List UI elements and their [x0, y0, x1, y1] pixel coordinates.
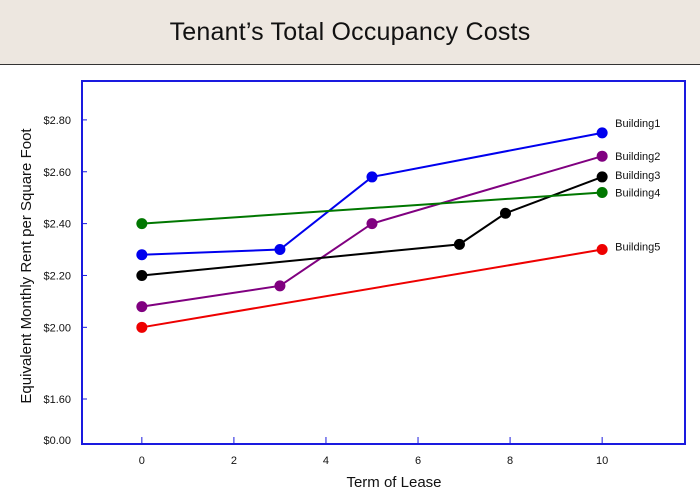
- data-point: [366, 171, 378, 183]
- series-building1: Building1: [136, 118, 660, 261]
- x-tick-label: 0: [139, 455, 145, 467]
- series-label: Building5: [615, 242, 660, 254]
- data-point: [136, 218, 148, 230]
- series-line: [141, 248, 603, 329]
- data-point: [274, 244, 286, 256]
- series-building3: Building3: [136, 170, 660, 281]
- data-point: [453, 238, 465, 250]
- y-tick-label: $2.60: [43, 167, 71, 179]
- data-point: [596, 171, 608, 183]
- y-tick-label: $2.00: [43, 322, 71, 334]
- y-axis-label: Equivalent Monthly Rent per Square Foot: [18, 128, 35, 404]
- series-label: Building1: [615, 118, 660, 130]
- series-building4: Building4: [136, 186, 660, 230]
- data-point: [596, 127, 608, 139]
- series-building5: Building5: [136, 242, 660, 333]
- y-break-label: $0.00: [43, 435, 71, 447]
- y-tick-label: $1.60: [43, 394, 71, 406]
- series-label: Building3: [615, 170, 660, 182]
- series-line: [141, 191, 603, 225]
- x-tick-label: 4: [323, 455, 329, 467]
- series-line: [141, 131, 603, 256]
- series-building2: Building2: [136, 150, 660, 313]
- chart-title: Tenant’s Total Occupancy Costs: [169, 17, 531, 46]
- series-label: Building2: [615, 151, 660, 163]
- data-point: [596, 244, 608, 256]
- data-point: [366, 218, 378, 230]
- x-tick-label: 2: [231, 455, 237, 467]
- series-label: Building4: [615, 187, 660, 199]
- data-point: [136, 269, 148, 281]
- series-layer: Building1 Building2 Building3 Building4 Buil…: [136, 118, 660, 333]
- data-point: [499, 207, 511, 219]
- x-axis: 0 2 4 6 8 10: [139, 437, 608, 467]
- title-bar: Tenant’s Total Occupancy Costs: [0, 0, 700, 64]
- x-tick-label: 8: [507, 455, 513, 467]
- y-tick-label: $2.40: [43, 219, 71, 231]
- x-tick-label: 10: [596, 455, 608, 467]
- data-point: [596, 186, 608, 198]
- data-point: [274, 280, 286, 292]
- data-point: [136, 321, 148, 333]
- data-point: [136, 249, 148, 261]
- data-point: [596, 150, 608, 162]
- x-tick-label: 6: [415, 455, 421, 467]
- series-line: [141, 155, 603, 308]
- data-point: [136, 301, 148, 313]
- plot-frame: [81, 80, 686, 445]
- x-axis-label: Term of Lease: [346, 474, 441, 491]
- y-tick-label: $2.20: [43, 270, 71, 282]
- y-tick-label: $2.80: [43, 115, 71, 127]
- y-axis: $2.00 $2.20 $2.40 $2.60 $2.80 $1.60 $0.00: [43, 115, 87, 447]
